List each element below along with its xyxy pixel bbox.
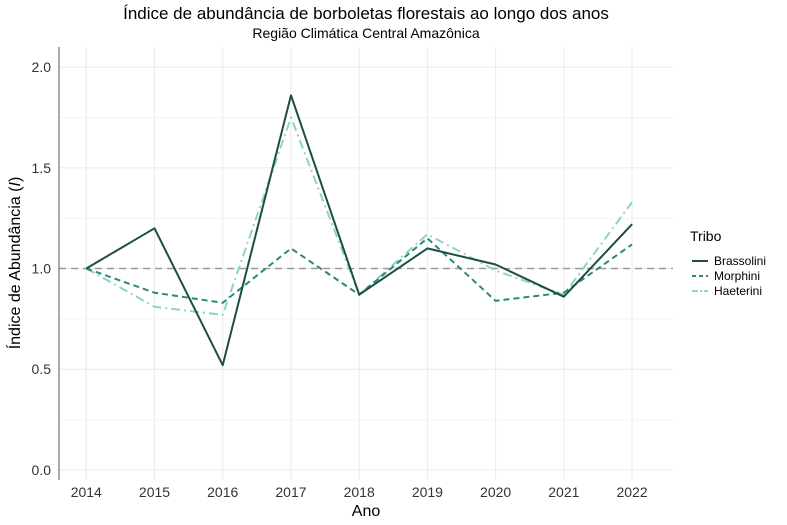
x-tick-labels: 2014 2015 2016 2017 2018 2019 2020 2021 2022 <box>71 484 648 500</box>
x-tick-label: 2022 <box>616 484 647 500</box>
y-tick-label: 1.0 <box>32 261 52 277</box>
legend-item-brassolini: Brassolini <box>692 254 766 268</box>
y-tick-label: 0.0 <box>32 462 52 478</box>
x-tick-label: 2017 <box>275 484 306 500</box>
x-tick-label: 2015 <box>139 484 170 500</box>
x-tick-label: 2016 <box>207 484 238 500</box>
x-tick-label: 2014 <box>71 484 102 500</box>
y-axis-title-symbol: I <box>7 181 24 186</box>
legend-item-morphini: Morphini <box>692 269 760 283</box>
y-tick-label: 0.5 <box>32 361 52 377</box>
legend-label: Haeterini <box>714 284 762 298</box>
y-axis-title-suffix: ) <box>7 177 24 182</box>
legend-item-haeterini: Haeterini <box>692 284 762 298</box>
grid <box>59 47 673 480</box>
x-tick-label: 2019 <box>412 484 443 500</box>
y-tick-labels: 0.0 0.5 1.0 1.5 2.0 <box>32 59 52 478</box>
chart-subtitle: Região Climática Central Amazônica <box>252 25 479 41</box>
legend-label: Brassolini <box>714 254 766 268</box>
legend-label: Morphini <box>714 269 760 283</box>
y-axis-title-prefix: Índice de Abundância ( <box>5 186 24 349</box>
chart-title: Índice de abundância de borboletas flore… <box>123 4 609 23</box>
x-tick-label: 2020 <box>480 484 511 500</box>
x-tick-label: 2021 <box>548 484 579 500</box>
y-axis-title: Índice de Abundância (I) <box>5 177 24 350</box>
series-line-brassolini <box>85 94 633 367</box>
series-layer <box>85 94 633 367</box>
y-tick-label: 2.0 <box>32 59 52 75</box>
x-tick-label: 2018 <box>344 484 375 500</box>
x-axis-title: Ano <box>352 503 381 520</box>
legend-title: Tribo <box>690 228 722 244</box>
y-tick-label: 1.5 <box>32 160 52 176</box>
